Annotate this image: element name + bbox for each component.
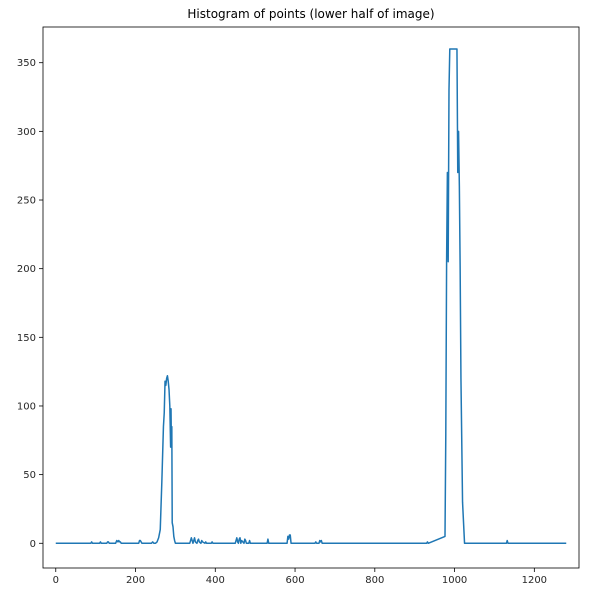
- x-tick-label: 800: [365, 575, 384, 586]
- x-tick-label: 1000: [442, 575, 467, 586]
- y-tick-label: 250: [17, 196, 36, 207]
- y-tick-label: 200: [17, 264, 36, 275]
- chart-title: Histogram of points (lower half of image…: [187, 7, 434, 21]
- x-axis: 0 200 400 600 800 1000 1200: [53, 568, 547, 586]
- y-tick-label: 350: [17, 58, 36, 69]
- y-tick-label: 100: [17, 401, 36, 412]
- histogram-line: [55, 48, 567, 545]
- x-tick-label: 0: [53, 575, 59, 586]
- x-tick-label: 200: [126, 575, 145, 586]
- y-tick-label: 300: [17, 127, 36, 138]
- x-tick-label: 400: [206, 575, 225, 586]
- y-axis: 0 50 100 150 200 250 300 350: [17, 58, 43, 550]
- plot-area-frame: [42, 26, 580, 569]
- x-tick-label: 1200: [522, 575, 547, 586]
- y-tick-label: 50: [23, 470, 36, 481]
- x-tick-label: 600: [286, 575, 305, 586]
- y-tick-label: 150: [17, 333, 36, 344]
- y-tick-label: 0: [30, 539, 36, 550]
